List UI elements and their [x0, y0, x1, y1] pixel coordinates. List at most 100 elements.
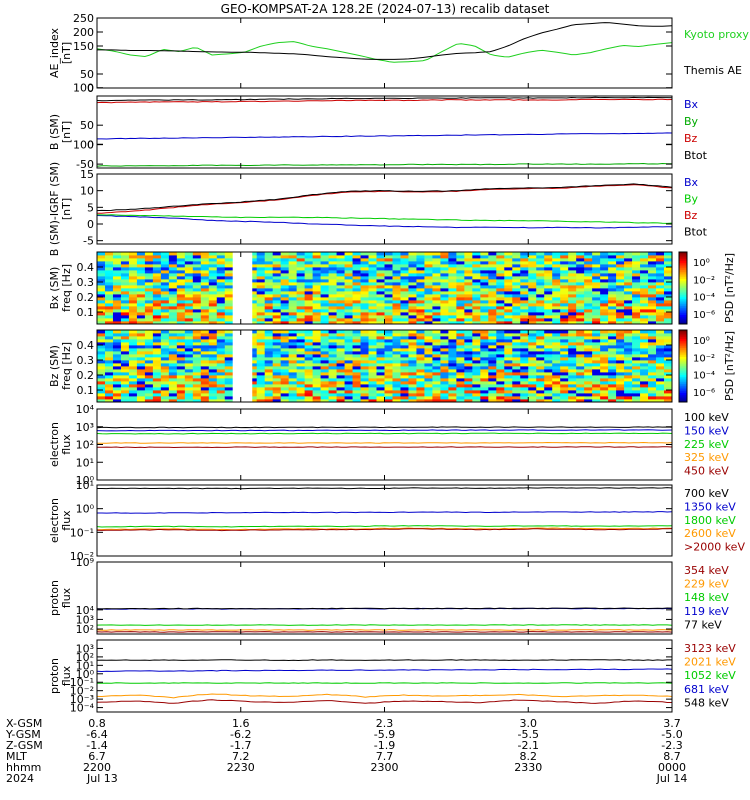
heatmap-cell — [392, 285, 401, 289]
heatmap-cell — [424, 342, 433, 346]
heatmap-cell — [408, 333, 417, 337]
heatmap-cell — [488, 273, 497, 277]
heatmap-cell — [360, 309, 369, 313]
heatmap-cell — [328, 285, 337, 289]
heatmap-cell — [576, 276, 585, 280]
heatmap-cell — [560, 399, 569, 403]
heatmap-cell — [656, 384, 665, 388]
heatmap-cell — [136, 273, 146, 277]
heatmap-cell — [488, 339, 497, 343]
heatmap-cell — [336, 396, 345, 400]
heatmap-cell — [296, 279, 306, 283]
heatmap-cell — [600, 393, 609, 397]
heatmap-cell — [560, 372, 569, 376]
heatmap-cell — [288, 330, 298, 334]
heatmap-cell — [120, 351, 130, 355]
heatmap-cell — [352, 342, 361, 346]
heatmap-cell — [384, 357, 393, 361]
heatmap-cell — [624, 378, 633, 382]
heatmap-cell — [376, 375, 385, 379]
heatmap-cell — [496, 270, 505, 274]
heatmap-cell — [344, 306, 353, 310]
colorbar-cell — [679, 376, 687, 380]
heatmap-cell — [320, 339, 329, 343]
heatmap-cell — [616, 312, 625, 316]
heatmap-cell — [328, 273, 337, 277]
heatmap-cell — [528, 387, 537, 391]
heatmap-cell — [632, 360, 641, 364]
heatmap-cell — [424, 273, 433, 277]
heatmap-cell — [552, 273, 561, 277]
heatmap-cell — [144, 291, 154, 295]
heatmap-cell — [120, 312, 130, 316]
heatmap-cell — [344, 288, 353, 292]
heatmap-cell — [224, 270, 234, 274]
heatmap-cell — [656, 252, 665, 256]
heatmap-cell — [280, 354, 290, 358]
heatmap-cell — [200, 306, 210, 310]
heatmap-cell — [432, 258, 441, 262]
heatmap-cell — [272, 258, 282, 262]
heatmap-cell — [560, 357, 569, 361]
heatmap-cell — [448, 360, 457, 364]
colorbar-cell — [679, 358, 687, 362]
heatmap-cell — [664, 336, 673, 340]
heatmap-cell — [488, 354, 497, 358]
heatmap-cell — [600, 372, 609, 376]
legend-entry: 229 keV — [684, 578, 729, 591]
heatmap-cell — [328, 270, 337, 274]
x-axis-row-label: Y-GSM — [5, 728, 41, 741]
heatmap-cell — [608, 318, 617, 322]
heatmap-cell — [264, 273, 274, 277]
heatmap-cell — [464, 399, 473, 403]
heatmap-cell — [664, 273, 673, 277]
heatmap-cell — [104, 351, 114, 355]
heatmap-cell — [480, 297, 489, 301]
heatmap-cell — [488, 336, 497, 340]
heatmap-cell — [600, 342, 609, 346]
heatmap-cell — [176, 312, 186, 316]
heatmap-cell — [208, 336, 218, 340]
heatmap-cell — [432, 282, 441, 286]
legend-entry: 2600 keV — [684, 527, 736, 540]
heatmap-cell — [216, 381, 226, 385]
heatmap-cell — [576, 306, 585, 310]
colorbar-cell — [679, 344, 687, 347]
heatmap-cell — [280, 318, 290, 322]
heatmap-cell — [456, 297, 465, 301]
heatmap-cell — [280, 255, 290, 259]
heatmap-cell — [392, 318, 401, 322]
heatmap-cell — [448, 399, 457, 403]
heatmap-cell — [192, 279, 202, 283]
y-tick-label: 10⁰ — [76, 668, 95, 681]
heatmap-cell — [504, 288, 513, 292]
heatmap-cell — [600, 330, 609, 334]
heatmap-cell — [248, 348, 258, 352]
heatmap-cell — [656, 348, 665, 352]
heatmap-cell — [384, 393, 393, 397]
heatmap-cell — [360, 330, 369, 334]
heatmap-cell — [208, 285, 218, 289]
heatmap-cell — [344, 360, 353, 364]
heatmap-cell — [344, 354, 353, 358]
heatmap-cell — [136, 348, 146, 352]
heatmap-cell — [160, 381, 170, 385]
heatmap-cell — [328, 366, 337, 370]
heatmap-cell — [480, 357, 489, 361]
heatmap-cell — [200, 384, 210, 388]
heatmap-cell — [512, 330, 521, 334]
heatmap-cell — [184, 294, 194, 298]
heatmap-cell — [144, 318, 154, 322]
heatmap-cell — [192, 357, 202, 361]
heatmap-cell — [432, 378, 441, 382]
y-tick-label: 10⁻¹ — [70, 676, 94, 689]
heatmap-cell — [424, 252, 433, 256]
heatmap-cell — [640, 339, 649, 343]
heatmap-cell — [528, 309, 537, 313]
heatmap-cell — [608, 372, 617, 376]
heatmap-cell — [168, 282, 178, 286]
heatmap-cell — [504, 366, 513, 370]
heatmap-cell — [384, 276, 393, 280]
heatmap-cell — [248, 318, 258, 322]
heatmap-cell — [472, 378, 481, 382]
